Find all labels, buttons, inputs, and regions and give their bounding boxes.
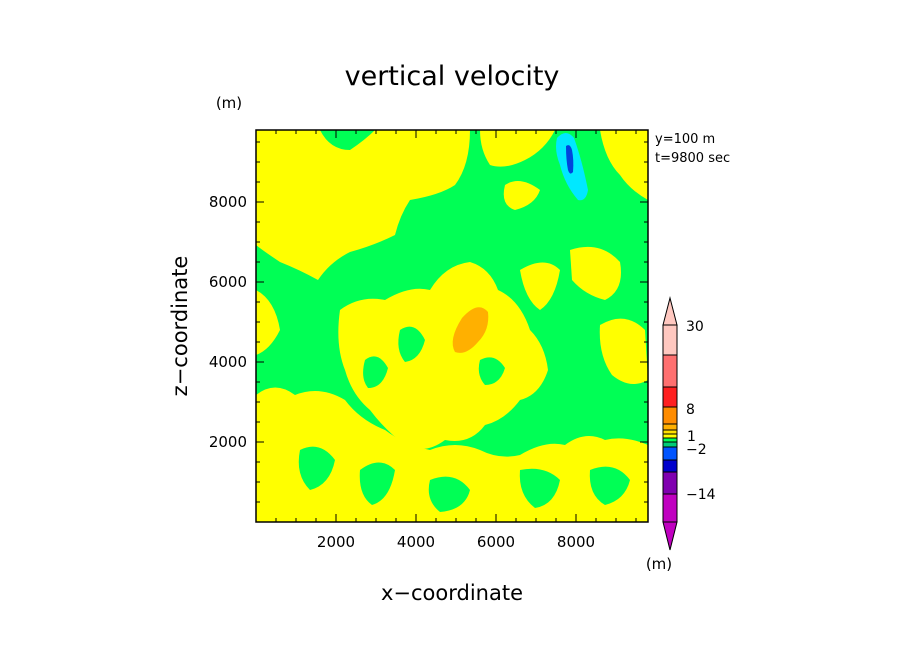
y-axis-label: z−coordinate [168,256,192,397]
x-tick-label: 2000 [317,533,355,551]
colorbar-seg-3 [662,386,678,408]
colorbar-seg-13 [662,493,678,523]
axis-ticks [256,130,648,522]
y-unit-label: (m) [216,94,242,112]
y-tick-labels: 2000 4000 6000 8000 [209,193,247,451]
y-tick-label: 4000 [209,353,247,371]
colorbar-seg-5 [662,423,678,431]
x-unit-label: (m) [646,555,672,573]
colorbar-seg-8 [662,437,678,443]
colorbar-seg-7 [662,433,678,439]
x-tick-labels: 2000 4000 6000 8000 [317,533,595,551]
colorbar-label-8: 8 [686,402,695,418]
plot-frame [255,129,649,523]
chart-title: vertical velocity [345,61,560,92]
colorbar-seg-9 [662,441,678,448]
x-axis-label: x−coordinate [381,581,523,605]
annotation-t: t=9800 sec [655,151,730,166]
field-strong-updraft [452,307,489,353]
colorbar [662,296,678,551]
x-tick-label: 4000 [397,533,435,551]
colorbar-label-minus14: −14 [686,487,716,503]
y-tick-label: 8000 [209,193,247,211]
annotation-y: y=100 m [655,132,715,147]
y-tick-label: 6000 [209,273,247,291]
colorbar-label-minus2: −2 [686,442,707,458]
colorbar-seg-6 [662,429,678,435]
plot-area [256,130,648,522]
colorbar-seg-2 [662,354,678,388]
colorbar-seg-11 [662,459,678,473]
x-tick-label: 8000 [557,533,595,551]
colorbar-label-1: 1 [687,429,696,445]
colorbar-seg-10 [662,446,678,461]
colorbar-seg-12 [662,471,678,495]
colorbar-seg-4 [662,406,678,425]
field-green-patches [298,326,630,512]
colorbar-bottom-arrow [662,521,678,551]
colorbar-label-30: 30 [686,319,704,335]
colorbar-top-arrow [662,296,678,326]
y-tick-label: 2000 [209,433,247,451]
x-tick-label: 6000 [477,533,515,551]
field-strong-downdraft [566,145,574,174]
colorbar-seg-1 [662,324,678,356]
